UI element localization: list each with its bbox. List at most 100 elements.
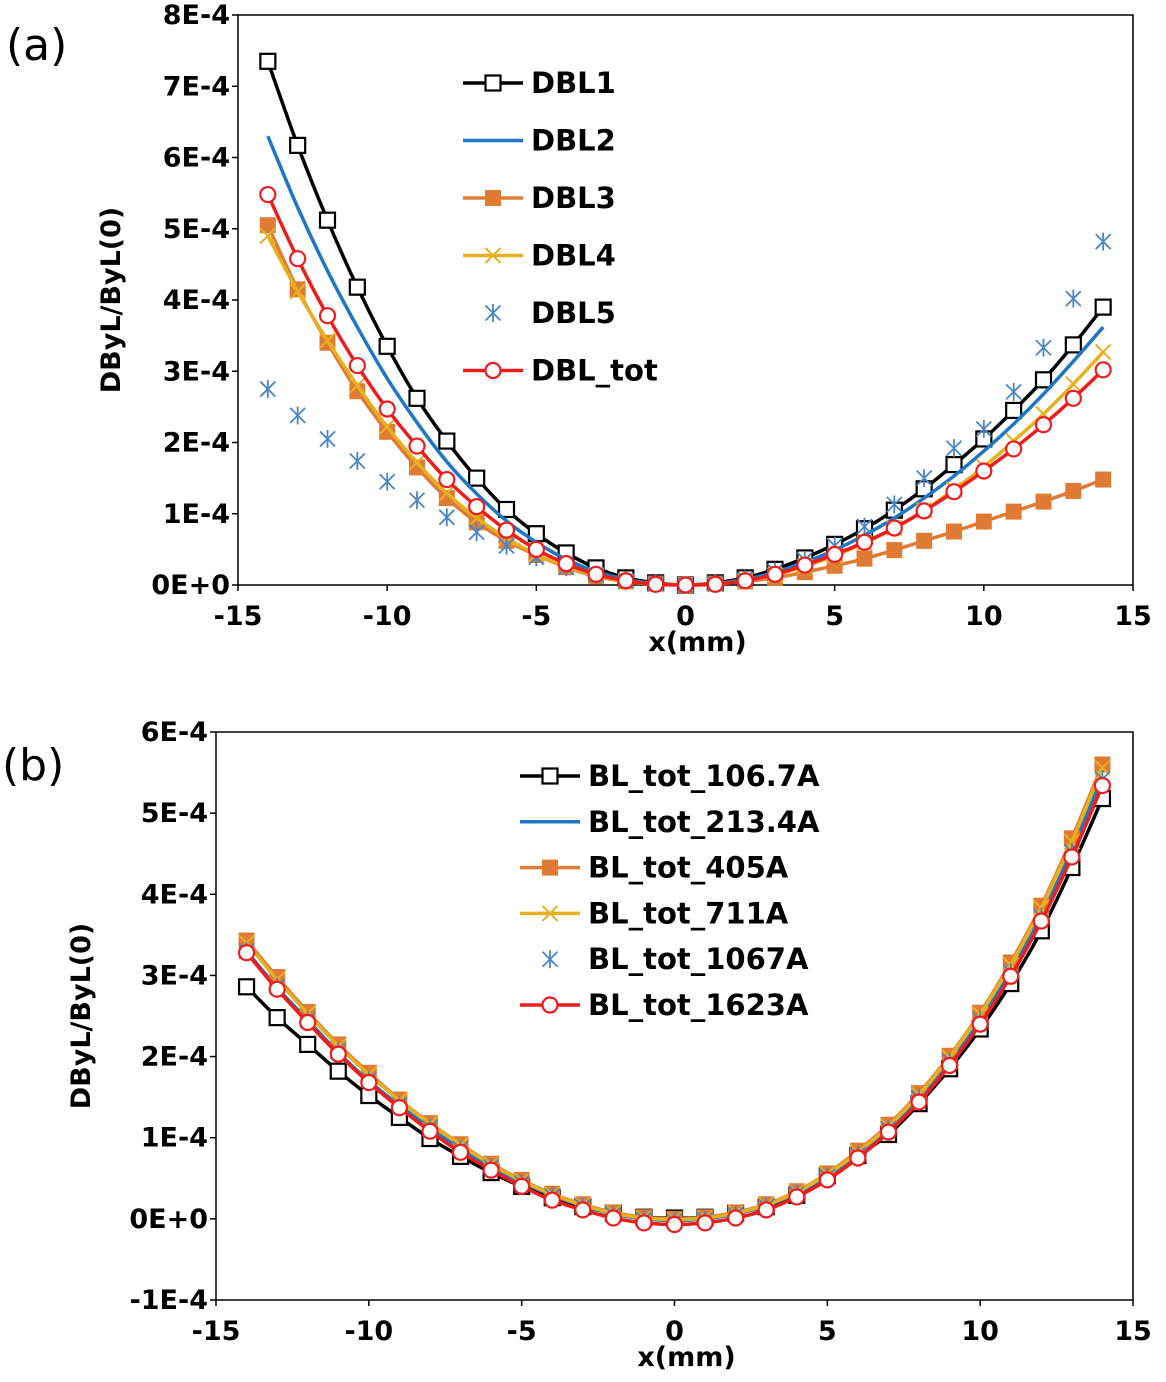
data-point	[727, 1209, 745, 1227]
x-tick-label: -5	[521, 601, 551, 632]
data-point	[975, 419, 992, 438]
data-point	[766, 565, 784, 583]
data-point	[1035, 493, 1052, 510]
data-point	[497, 500, 516, 519]
data-point	[1032, 912, 1050, 930]
data-point	[788, 1188, 806, 1206]
y-tick-label: 0E+0	[129, 1204, 208, 1235]
legend-item: DBL1	[463, 66, 616, 100]
data-point	[915, 502, 933, 520]
data-point	[665, 1215, 684, 1234]
y-tick-label: 5E-4	[141, 798, 208, 829]
legend-label: BL_tot_1067A	[588, 942, 809, 976]
data-point	[886, 542, 903, 559]
x-tick-label: 10	[961, 1316, 999, 1347]
x-tick-label: 10	[965, 601, 1003, 632]
data-point	[390, 1099, 408, 1117]
data-point	[940, 1056, 959, 1075]
data-point	[421, 1122, 439, 1140]
data-point	[1064, 336, 1082, 354]
data-point	[1094, 759, 1111, 776]
y-tick-label: 6E-4	[141, 717, 208, 748]
data-point	[975, 513, 992, 530]
data-point	[849, 1149, 867, 1167]
data-point	[237, 944, 256, 962]
data-point	[587, 565, 605, 583]
data-point	[910, 1093, 928, 1111]
data-point	[617, 572, 635, 590]
legend-label: DBL1	[531, 66, 616, 100]
data-point	[408, 454, 426, 471]
data-point	[975, 462, 993, 480]
data-point	[916, 469, 933, 488]
data-point	[1035, 338, 1052, 357]
legend-item: DBL4	[463, 239, 616, 273]
data-point	[1005, 503, 1022, 520]
legend-label: BL_tot_213.4A	[588, 805, 820, 839]
panel-label: (a)	[6, 20, 67, 71]
data-point	[1065, 482, 1082, 499]
data-point	[1095, 471, 1112, 488]
legend-label: BL_tot_711A	[588, 896, 789, 930]
data-point	[706, 575, 724, 593]
panel-label: (b)	[2, 740, 64, 791]
series-line	[266, 60, 1105, 587]
data-point	[1064, 389, 1082, 407]
data-point	[527, 540, 545, 558]
data-point	[451, 1143, 470, 1161]
legend-swatch-marker	[485, 190, 501, 206]
data-point	[886, 495, 903, 514]
data-point	[885, 519, 903, 537]
data-point	[796, 556, 814, 574]
data-point	[299, 1013, 317, 1032]
legend-item: DBL5	[484, 296, 616, 330]
legend-item: BL_tot_1623A	[520, 988, 809, 1022]
data-point	[349, 452, 366, 471]
legend-label: BL_tot_1623A	[588, 988, 809, 1022]
data-point	[259, 52, 277, 70]
y-tick-label: 2E-4	[163, 428, 230, 459]
data-point	[757, 1201, 775, 1219]
data-point	[468, 523, 485, 542]
data-point	[736, 572, 754, 590]
data-point	[318, 211, 337, 229]
x-tick-label: -10	[344, 1316, 393, 1347]
data-point	[378, 418, 396, 436]
data-point	[1094, 343, 1112, 361]
data-point	[1065, 375, 1082, 393]
data-point	[826, 545, 844, 563]
data-point	[945, 483, 963, 501]
x-tick-label: -15	[214, 601, 263, 632]
data-point	[379, 472, 396, 491]
x-tick-label: -15	[192, 1316, 241, 1347]
legend-item: BL_tot_106.7A	[520, 759, 820, 793]
data-point	[557, 555, 575, 573]
data-point	[259, 217, 276, 234]
data-point	[259, 380, 276, 399]
data-point	[438, 470, 456, 489]
data-point	[916, 532, 933, 549]
legend-swatch-marker	[541, 996, 559, 1014]
data-point	[438, 484, 456, 502]
data-point	[408, 491, 426, 510]
data-point	[408, 437, 426, 455]
data-point	[1063, 848, 1081, 866]
data-point	[289, 250, 307, 268]
y-tick-label: 2E-4	[141, 1042, 208, 1073]
data-point	[497, 521, 516, 539]
data-point	[1065, 289, 1082, 308]
data-point	[604, 1209, 622, 1227]
x-axis-label: x(mm)	[648, 627, 746, 658]
data-point	[1093, 776, 1112, 795]
y-tick-label: 3E-4	[163, 356, 230, 387]
x-tick-label: 15	[1114, 1316, 1152, 1347]
y-tick-label: 5E-4	[163, 214, 230, 245]
legend-label: DBL2	[531, 124, 616, 158]
x-tick-label: 15	[1114, 601, 1152, 632]
data-point	[237, 978, 256, 996]
chart-panel-b: (b) -1E-4 0E+0 1E-4 2E-4 3E-4 4E-4 5E-4 6E-4 -15 -…	[2, 717, 1152, 1373]
data-point	[408, 389, 426, 407]
legend-label: DBL5	[531, 296, 616, 330]
data-point	[647, 575, 665, 593]
